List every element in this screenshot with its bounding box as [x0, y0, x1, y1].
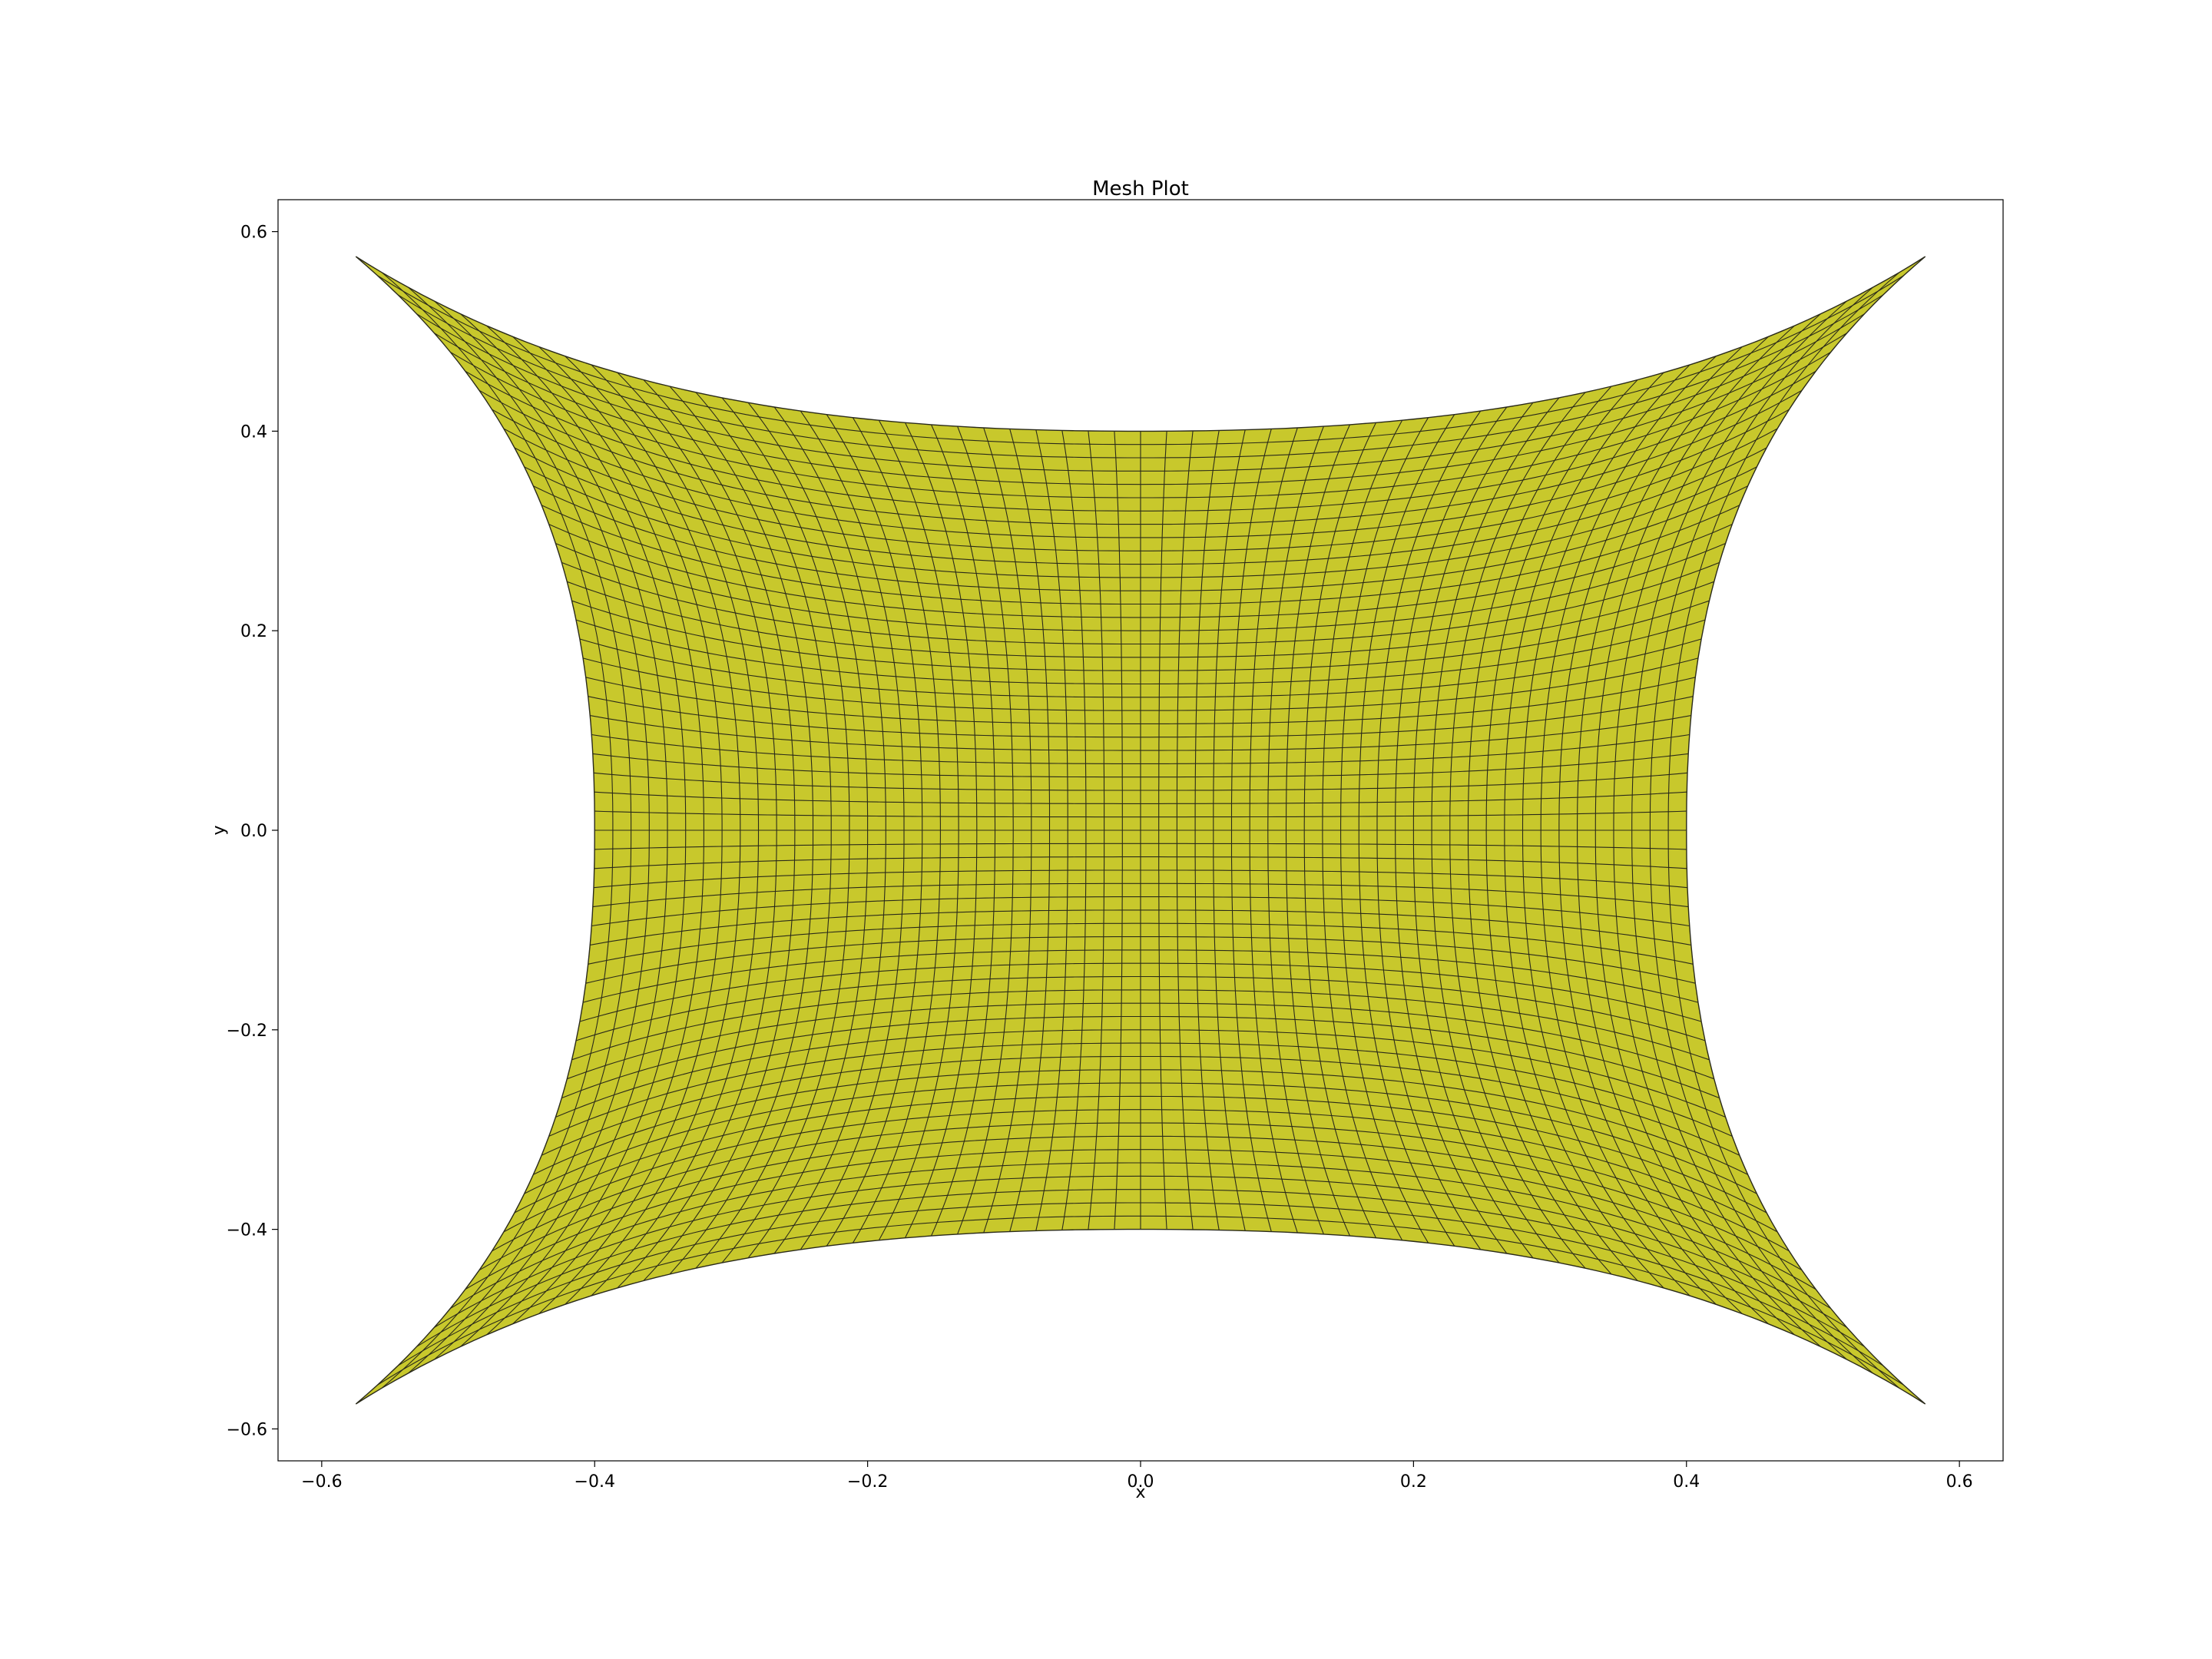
mesh-line-horizontal: [503, 1109, 1778, 1233]
mesh-line-horizontal: [582, 949, 1699, 1003]
y-tick-label: −0.6: [227, 1420, 267, 1439]
y-tick-label: 0.4: [240, 422, 267, 442]
mesh-line-horizontal: [533, 1069, 1748, 1175]
mesh-line-horizontal: [478, 1135, 1803, 1271]
x-tick-label: 0.6: [1946, 1472, 1973, 1492]
mesh-line-horizontal: [465, 1149, 1816, 1290]
mesh-line-horizontal: [567, 581, 1714, 658]
mesh-line-horizontal: [590, 909, 1691, 945]
mesh-line-horizontal: [548, 1042, 1733, 1137]
mesh-line-horizontal: [503, 428, 1778, 551]
mesh-line-horizontal: [416, 1189, 1865, 1347]
mesh-line-horizontal: [434, 333, 1847, 485]
mesh-line-horizontal: [377, 275, 1904, 445]
x-tick-label: −0.4: [575, 1472, 615, 1492]
y-tick-label: 0.0: [240, 822, 267, 841]
mesh-line-horizontal: [594, 843, 1687, 850]
mesh-line-horizontal: [524, 1082, 1757, 1194]
mesh-line-horizontal: [561, 561, 1720, 645]
mesh-line-horizontal: [571, 600, 1710, 671]
mesh-line-horizontal: [450, 1162, 1831, 1309]
mesh-line-horizontal: [579, 962, 1702, 1022]
mesh-line-horizontal: [533, 485, 1748, 591]
mesh-line-horizontal: [397, 294, 1884, 459]
mesh-line-horizontal: [592, 753, 1689, 778]
mesh-line-horizontal: [524, 466, 1757, 578]
mesh-line-horizontal: [588, 696, 1694, 738]
y-axis-ticks: −0.6 −0.4 −0.2 0.0 0.2 0.4 0.6: [227, 224, 278, 1439]
x-axis-ticks: −0.6 −0.4 −0.2 0.0 0.2 0.4 0.6: [301, 1461, 1973, 1492]
y-tick-label: −0.2: [227, 1022, 267, 1041]
mesh-line-horizontal: [593, 869, 1688, 889]
mesh-line-horizontal: [594, 856, 1687, 869]
mesh-line-horizontal: [567, 1002, 1714, 1080]
x-tick-label: −0.6: [301, 1472, 342, 1492]
mesh-line-horizontal: [465, 370, 1816, 512]
mesh-line-horizontal: [561, 1015, 1720, 1099]
mesh-line-horizontal: [588, 922, 1694, 965]
mesh-line-horizontal: [555, 542, 1726, 631]
mesh-line-horizontal: [492, 1122, 1790, 1252]
mesh-line-horizontal: [591, 733, 1690, 764]
x-tick-label: 0.4: [1673, 1472, 1700, 1492]
x-tick-label: −0.2: [847, 1472, 888, 1492]
mesh-line-horizontal: [582, 657, 1699, 711]
mesh-line-horizontal: [377, 1215, 1904, 1386]
mesh-line-horizontal: [594, 791, 1687, 804]
mesh-line-horizontal: [514, 1095, 1767, 1214]
mesh-line-horizontal: [397, 1202, 1884, 1366]
mesh-layer: [355, 256, 1926, 1405]
mesh-line-horizontal: [575, 619, 1706, 685]
chart-title: Mesh Plot: [1092, 177, 1189, 200]
mesh-line-horizontal: [548, 524, 1733, 618]
mesh-line-horizontal: [575, 975, 1706, 1041]
mesh-line-horizontal: [594, 810, 1687, 818]
mesh-line-horizontal: [592, 882, 1689, 908]
mesh-line-horizontal: [541, 505, 1740, 605]
mesh-line-horizontal: [590, 715, 1691, 751]
mesh-line-horizontal: [434, 1175, 1847, 1328]
mesh-line-horizontal: [571, 989, 1710, 1061]
mesh-line-horizontal: [585, 677, 1696, 724]
y-tick-label: 0.6: [240, 224, 267, 243]
mesh-line-horizontal: [514, 447, 1767, 565]
mesh-line-horizontal: [478, 389, 1803, 525]
y-tick-label: 0.2: [240, 622, 267, 641]
mesh-line-horizontal: [450, 352, 1831, 498]
mesh-line-horizontal: [585, 936, 1696, 984]
y-tick-label: −0.4: [227, 1221, 267, 1240]
mesh-line-horizontal: [579, 638, 1702, 698]
mesh-line-horizontal: [591, 896, 1690, 927]
x-tick-label: 0.0: [1128, 1472, 1154, 1492]
mesh-line-horizontal: [593, 772, 1688, 791]
x-tick-label: 0.2: [1400, 1472, 1427, 1492]
mesh-line-horizontal: [416, 313, 1865, 472]
mesh-line-horizontal: [555, 1029, 1726, 1118]
y-axis-label: y: [210, 825, 229, 835]
mesh-line-horizontal: [492, 409, 1790, 538]
x-axis-label: x: [1135, 1483, 1145, 1502]
mesh-line-horizontal: [541, 1055, 1740, 1156]
